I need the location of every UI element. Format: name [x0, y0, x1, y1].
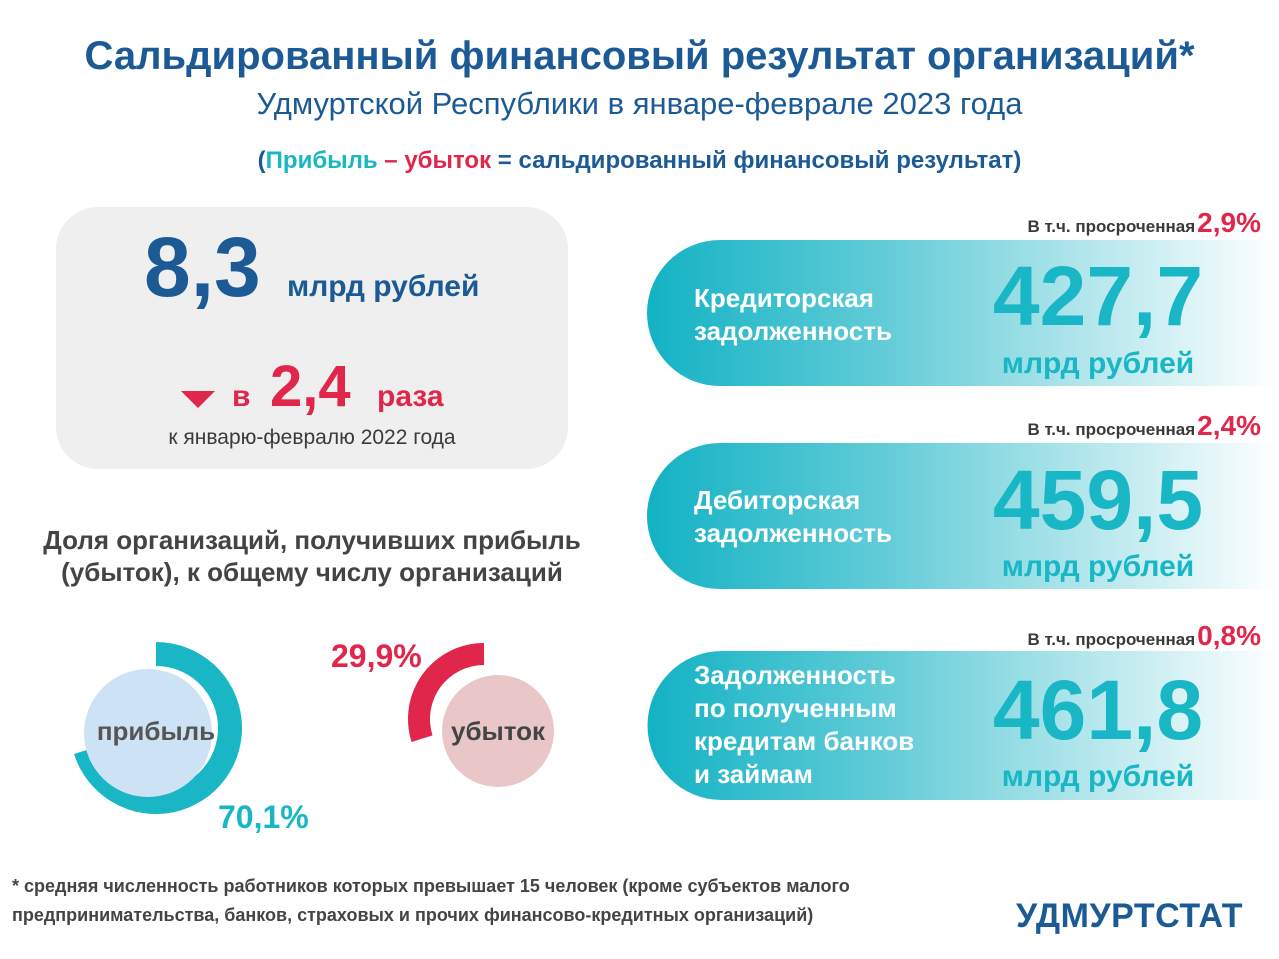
debtor-label-line1: Дебиторская [694, 485, 861, 515]
share-title-line2: (убыток), к общему числу организаций [61, 557, 563, 587]
share-donut-charts: прибыль убыток [74, 642, 554, 814]
card-shape-debtor [647, 443, 1279, 589]
creditor-label: Кредиторская задолженность [694, 282, 892, 348]
debtor-unit: млрд рублей [1001, 550, 1195, 583]
creditor-label-line1: Кредиторская [694, 283, 874, 313]
creditor-value: 427,7 [992, 249, 1204, 343]
change-prefix: в [232, 380, 251, 413]
прибыль-center-label: прибыль [97, 716, 215, 746]
change-suffix: раза [377, 380, 444, 413]
debtor-label-line2: задолженность [694, 518, 892, 548]
formula-open: ( [257, 147, 266, 174]
creditor-overdue-pct: 2,9% [1197, 207, 1261, 238]
loans-overdue-label: В т.ч. просроченная [1027, 630, 1196, 649]
loans-overdue: В т.ч. просроченная0,8% [1027, 620, 1261, 652]
loans-label-line1: Задолженность [694, 660, 896, 690]
creditor-overdue-label: В т.ч. просроченная [1027, 217, 1196, 236]
share-title: Доля организаций, получивших прибыль (уб… [0, 524, 624, 588]
formula: (Прибыль – убыток = сальдированный финан… [0, 147, 1279, 175]
card-shape-creditor [647, 240, 1279, 386]
debtor-overdue-label: В т.ч. просроченная [1027, 420, 1196, 439]
share-title-line1: Доля организаций, получивших прибыль [43, 525, 581, 555]
page-subtitle: Удмуртской Республики в январе-феврале 2… [256, 86, 1023, 121]
debtor-overdue-pct: 2,4% [1197, 410, 1261, 441]
loans-label-line3: кредитам банков [694, 726, 915, 756]
loss-percent-label: 29,9% [331, 638, 422, 674]
creditor-overdue: В т.ч. просроченная2,9% [1027, 207, 1261, 239]
прибыль-center-circle [84, 669, 212, 797]
summary-value: 8,3 [144, 220, 261, 314]
убыток-share-arc [407, 643, 484, 743]
card-shape-loans [647, 651, 1279, 801]
formula-loss: убыток [404, 147, 492, 174]
footnote-line2: предпринимательства, банков, страховых и… [12, 905, 814, 925]
debtor-value: 459,5 [992, 453, 1204, 547]
formula-minus: – [377, 147, 405, 174]
arrow-down-icon [181, 391, 215, 408]
creditor-label-line2: задолженность [694, 316, 892, 346]
loans-label: Задолженность по полученным кредитам бан… [694, 659, 914, 791]
profit-percent-label: 70,1% [218, 799, 309, 835]
footnote-line1: * средняя численность работников которых… [12, 876, 850, 896]
debtor-overdue: В т.ч. просроченная2,4% [1027, 410, 1261, 442]
debtor-label: Дебиторская задолженность [694, 484, 892, 550]
udmurtstat-logo: УДМУРТСТАТ [1016, 897, 1244, 935]
change-note: к январю-февралю 2022 года [168, 426, 456, 449]
loans-unit: млрд рублей [1001, 760, 1195, 793]
summary-unit: млрд рублей [287, 270, 480, 303]
creditor-unit: млрд рублей [1001, 347, 1195, 380]
page-title: Сальдированный финансовый результат орга… [84, 34, 1195, 78]
formula-rest: = сальдированный финансовый результат) [491, 147, 1022, 174]
summary-panel [56, 207, 568, 469]
убыток-center-label: убыток [451, 716, 546, 746]
убыток-center-circle [442, 675, 554, 787]
loans-label-line2: по полученным [694, 693, 897, 723]
formula-profit: Прибыль [265, 147, 378, 174]
footnote: * средняя численность работников которых… [12, 872, 1012, 930]
change-value: 2,4 [270, 354, 351, 419]
loans-label-line4: и займам [694, 759, 813, 789]
loans-value: 461,8 [992, 663, 1204, 757]
loans-overdue-pct: 0,8% [1197, 620, 1261, 651]
